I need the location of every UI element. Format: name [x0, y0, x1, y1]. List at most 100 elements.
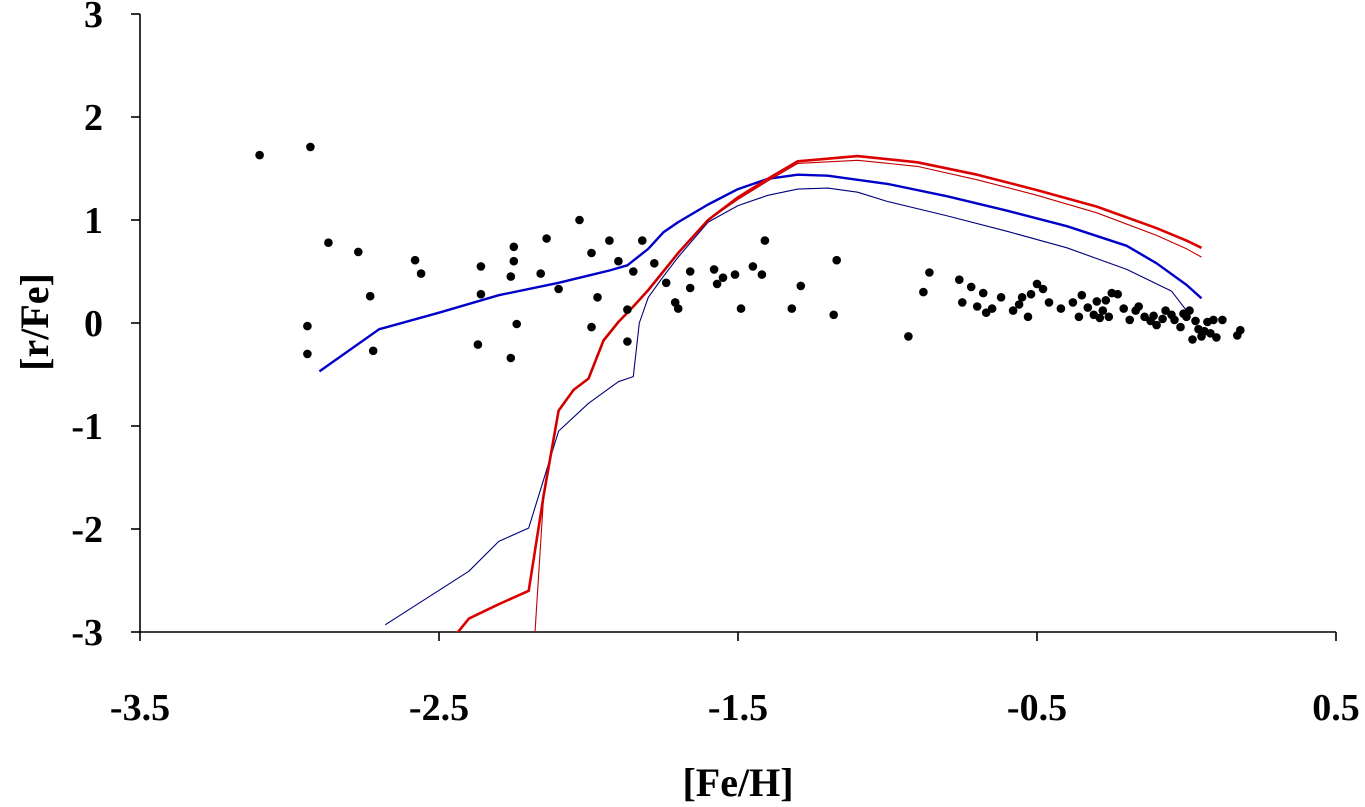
data-point [1032, 279, 1042, 289]
data-point [996, 293, 1006, 302]
data-point [1152, 320, 1161, 330]
data-point [1185, 306, 1194, 315]
data-point [623, 305, 632, 314]
data-point [1104, 312, 1114, 322]
data-point [650, 259, 659, 268]
data-point [1125, 315, 1134, 325]
data-point [1074, 312, 1084, 322]
data-point [506, 353, 516, 363]
x-tick-label: -1.5 [708, 687, 768, 729]
data-point [303, 321, 312, 331]
model-lines [318, 154, 1203, 632]
data-point [1044, 298, 1054, 307]
series-line-model-blue-thick [318, 173, 1203, 373]
data-point [1158, 314, 1167, 324]
data-point [410, 255, 420, 265]
data-point [1212, 333, 1221, 342]
data-point [1113, 289, 1122, 299]
data-point [512, 319, 521, 329]
data-point [685, 267, 695, 276]
data-point [476, 262, 486, 271]
data-point [925, 268, 934, 277]
data-point [587, 248, 596, 258]
data-point [536, 269, 545, 278]
data-point [972, 302, 982, 311]
data-point [685, 283, 695, 293]
data-point [1092, 297, 1102, 306]
data-point [506, 272, 516, 281]
data-point [955, 275, 964, 285]
data-point [748, 262, 758, 271]
series-line-model-red-thin [534, 159, 1202, 632]
y-tick-label: -3 [71, 612, 103, 654]
data-point [832, 255, 841, 265]
data-point [473, 340, 483, 349]
scatter-points [255, 142, 1245, 363]
x-tick-label: -2.5 [409, 687, 469, 729]
data-point [1056, 304, 1066, 313]
data-point [614, 256, 623, 266]
data-point [712, 279, 722, 289]
data-point [978, 288, 988, 298]
data-point [1026, 289, 1036, 299]
data-point [1023, 312, 1033, 322]
data-point [1176, 322, 1185, 332]
y-tick-label: -2 [71, 509, 103, 551]
data-point [255, 150, 264, 160]
data-point [605, 236, 614, 245]
data-point [324, 238, 333, 247]
y-tick-label: -1 [71, 406, 103, 448]
data-point [1188, 335, 1197, 344]
data-point [661, 278, 671, 288]
data-point [958, 298, 967, 307]
data-point [575, 215, 584, 225]
y-tick-label: 1 [84, 200, 103, 242]
data-point [1236, 325, 1245, 335]
data-point [673, 304, 683, 313]
data-point [1101, 296, 1111, 305]
data-point [1098, 306, 1108, 315]
data-point [368, 346, 378, 356]
data-point [587, 322, 596, 332]
data-point [1038, 284, 1048, 294]
data-point [1008, 306, 1018, 315]
data-point [1191, 316, 1200, 326]
data-point [1083, 303, 1093, 312]
data-point [1134, 302, 1143, 311]
data-point [1149, 311, 1158, 321]
x-tick-label: -3.5 [110, 687, 170, 729]
data-point [757, 270, 767, 279]
data-point [623, 337, 632, 346]
x-ticks: -3.5 -2.5 -1.5 -0.5 0.5 [110, 632, 1360, 729]
plot-area: -3 -2 -1 0 1 2 3 -3.5 -2.5 -1.5 -0.5 0.5 [71, 0, 1359, 729]
x-tick-label: 0.5 [1312, 687, 1360, 729]
y-axis-title: [r/Fe] [12, 273, 57, 371]
data-point [1170, 315, 1179, 325]
data-point [303, 349, 312, 359]
data-point [966, 282, 976, 292]
data-point [306, 142, 315, 152]
data-point [629, 267, 638, 276]
y-ticks: -3 -2 -1 0 1 2 3 [71, 0, 140, 654]
data-point [904, 332, 913, 341]
data-point [509, 242, 519, 252]
data-point [796, 281, 806, 291]
data-point [718, 273, 728, 283]
data-point [787, 304, 797, 313]
data-point [416, 269, 426, 278]
data-point [593, 293, 602, 302]
data-point [542, 234, 551, 243]
data-point [730, 270, 740, 279]
x-tick-label: -0.5 [1007, 687, 1067, 729]
data-point [1140, 312, 1149, 322]
data-point [736, 304, 746, 313]
data-point [1017, 293, 1027, 302]
data-point [1209, 315, 1218, 325]
y-tick-label: 2 [84, 97, 103, 139]
series-line-model-red-thick [456, 154, 1203, 632]
data-point [829, 310, 838, 320]
data-point [1077, 290, 1087, 300]
data-point [1095, 313, 1105, 323]
data-point [354, 247, 363, 257]
